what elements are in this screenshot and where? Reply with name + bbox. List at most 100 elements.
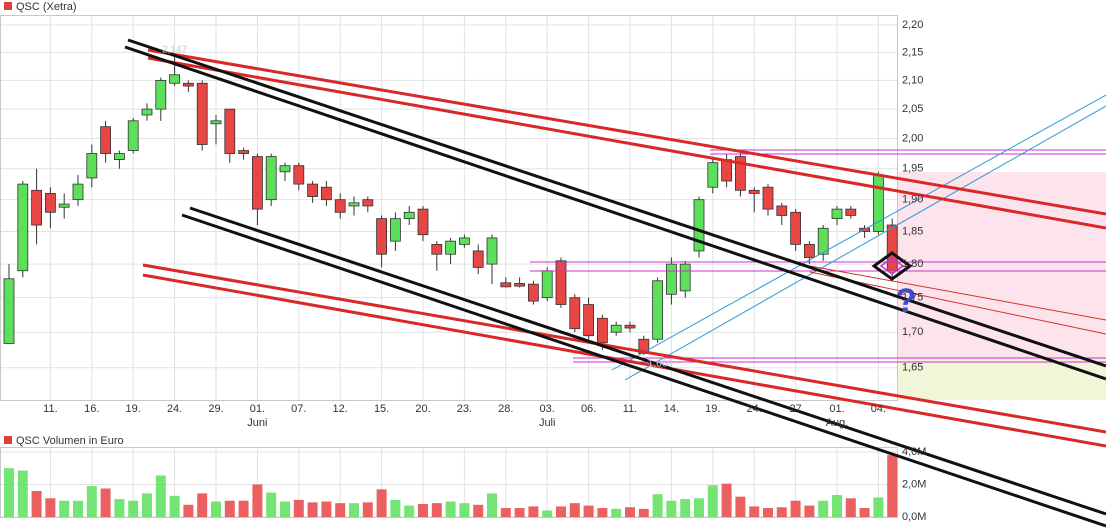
x-tick-label: 28. xyxy=(498,403,513,415)
candle-body xyxy=(652,280,663,340)
price-frame xyxy=(0,15,898,401)
candle-body xyxy=(445,240,457,255)
x-tick-label: 12. xyxy=(333,403,348,415)
question-marker: ? xyxy=(896,282,917,320)
volume-bar xyxy=(487,493,497,517)
volume-bar xyxy=(666,500,677,517)
candle-body xyxy=(790,211,801,245)
volume-bar xyxy=(625,507,635,517)
volume-bar xyxy=(155,475,166,517)
y-tick-label: 2,15 xyxy=(902,46,923,58)
x-tick-label: 01. xyxy=(250,403,265,415)
x-tick-label: 04. xyxy=(871,403,886,415)
y-tick-label: 4,0M xyxy=(902,446,926,458)
low-annotation: 1,668 xyxy=(648,359,673,370)
candle-body xyxy=(624,324,636,329)
volume-bar xyxy=(238,500,249,517)
candle-body xyxy=(528,283,539,302)
x-tick-label: 19. xyxy=(126,403,141,415)
trend-lines xyxy=(124,38,1106,528)
candle-body xyxy=(472,250,484,268)
candle-body xyxy=(707,162,719,188)
candle-body xyxy=(610,324,622,333)
trend-line xyxy=(142,263,1106,434)
volume-bar xyxy=(376,489,387,517)
candle-body xyxy=(583,304,594,337)
x-tick-label: 07. xyxy=(291,403,306,415)
volume-bar xyxy=(776,507,787,517)
candle-body xyxy=(376,218,388,255)
volume-bar xyxy=(445,501,456,517)
legend-swatch xyxy=(4,2,12,10)
candle-body xyxy=(265,156,277,201)
volume-bar xyxy=(142,493,152,517)
y-tick-label: 2,0M xyxy=(902,478,926,490)
candle-body xyxy=(86,153,98,179)
candle-body xyxy=(541,270,553,299)
volume-bar xyxy=(362,502,373,517)
month-label: Juli xyxy=(539,417,556,429)
candle-body xyxy=(762,186,774,210)
y-tick-label: 1,80 xyxy=(902,258,923,270)
volume-bar xyxy=(59,500,70,517)
volume-bar xyxy=(73,500,83,517)
volume-bar xyxy=(680,499,691,517)
trend-line xyxy=(142,273,1106,448)
trend-line xyxy=(147,48,1106,216)
volume-bar xyxy=(542,510,553,517)
candle-body xyxy=(196,82,208,145)
volume-bar xyxy=(500,508,511,517)
y-tick-label: 1,85 xyxy=(902,225,923,237)
candle-body xyxy=(431,244,443,255)
candle-body xyxy=(638,338,650,354)
candle-body xyxy=(666,263,677,295)
trend-line xyxy=(809,265,1106,321)
month-label: Juni xyxy=(247,417,267,429)
volume-bar xyxy=(873,497,884,517)
volume-bar xyxy=(293,499,304,517)
volume-bar xyxy=(652,494,663,517)
candle-body xyxy=(776,205,788,216)
candle-body xyxy=(831,208,843,220)
projection-zone xyxy=(898,172,1106,360)
candle-body xyxy=(17,183,29,272)
volume-bar xyxy=(266,492,277,517)
volume-bar xyxy=(514,508,525,517)
candle-body xyxy=(169,74,181,84)
candle-body xyxy=(486,237,498,265)
candle-body xyxy=(155,80,167,110)
y-tick-label: 1,65 xyxy=(902,362,923,374)
candle-body xyxy=(804,244,815,258)
y-tick-label: 2,20 xyxy=(902,19,923,31)
candle-body xyxy=(210,120,222,125)
candle-body xyxy=(362,199,374,207)
x-tick-label: 03. xyxy=(540,403,555,415)
volume-bar xyxy=(611,508,622,517)
candle-body xyxy=(500,282,512,288)
volume-bar xyxy=(45,498,56,517)
y-tick-label: 2,10 xyxy=(902,74,923,86)
volume-bar xyxy=(735,496,746,517)
candle-body xyxy=(458,237,470,245)
candle-body xyxy=(748,189,760,194)
volume-bar xyxy=(86,486,97,517)
candle-body xyxy=(693,199,705,252)
candle-body xyxy=(403,211,415,220)
candle-body xyxy=(293,165,305,185)
volume-bar xyxy=(4,468,14,517)
volume-bar xyxy=(307,502,318,517)
diamond-marker xyxy=(871,251,913,281)
volume-bar xyxy=(114,499,125,517)
trend-line xyxy=(189,206,1106,516)
x-tick-label: 23. xyxy=(457,403,472,415)
candle-body xyxy=(279,165,291,173)
x-tick-label: 11. xyxy=(623,403,637,415)
candle-body xyxy=(72,183,84,201)
candle-body xyxy=(100,126,111,154)
x-tick-label: 24. xyxy=(167,403,182,415)
trend-line xyxy=(611,94,1106,371)
volume-bar xyxy=(845,498,856,517)
candle-body xyxy=(334,199,346,213)
